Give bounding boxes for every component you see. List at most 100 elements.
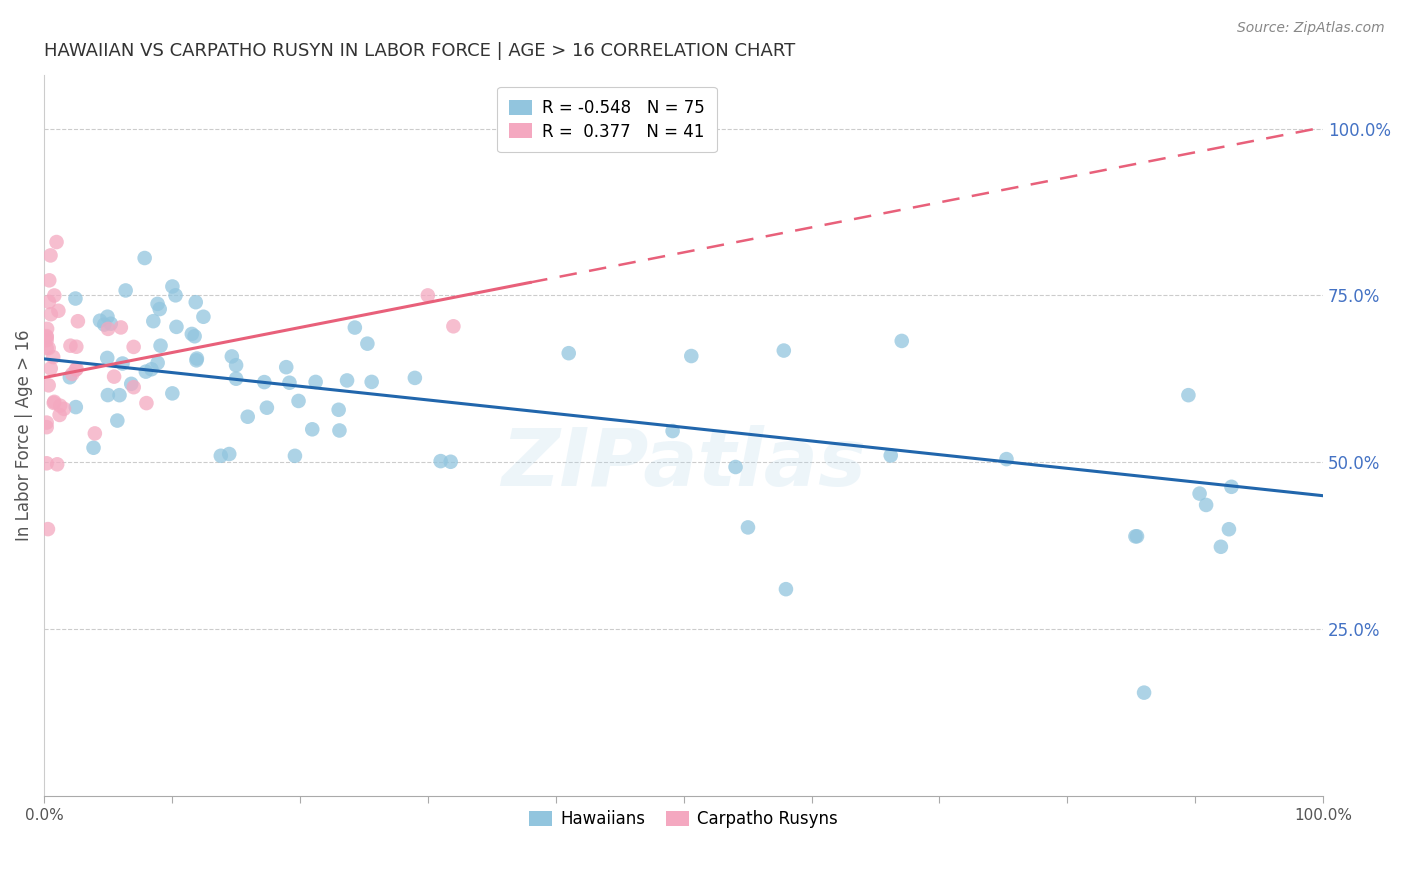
Point: [737, 520, 759, 534]
Point: [149, 301, 172, 316]
Point: [65, 292, 87, 306]
Point: [165, 288, 187, 302]
Point: [39, 361, 62, 376]
Point: [97, 322, 120, 336]
Point: [186, 353, 208, 368]
Point: [225, 372, 247, 386]
Point: [93, 318, 115, 332]
Point: [48, 408, 70, 422]
Point: [336, 374, 359, 388]
Point: [441, 319, 464, 334]
Point: [356, 336, 378, 351]
Point: [49, 399, 72, 413]
Point: [35, 420, 58, 434]
Point: [141, 362, 163, 376]
Point: [37, 522, 59, 536]
Point: [111, 357, 134, 371]
Point: [59, 370, 82, 384]
Point: [166, 319, 188, 334]
Point: [440, 455, 463, 469]
Point: [114, 284, 136, 298]
Point: [59, 339, 82, 353]
Point: [1209, 540, 1232, 554]
Point: [890, 334, 912, 348]
Point: [65, 362, 87, 376]
Point: [105, 413, 128, 427]
Point: [218, 447, 240, 461]
Point: [429, 454, 451, 468]
Point: [65, 400, 87, 414]
Point: [42, 350, 65, 364]
Point: [96, 351, 118, 365]
Point: [135, 396, 157, 410]
Point: [284, 449, 307, 463]
Point: [35, 341, 58, 355]
Point: [83, 426, 105, 441]
Point: [1125, 529, 1147, 543]
Text: HAWAIIAN VS CARPATHO RUSYN IN LABOR FORCE | AGE > 16 CORRELATION CHART: HAWAIIAN VS CARPATHO RUSYN IN LABOR FORC…: [44, 42, 796, 60]
Point: [65, 340, 87, 354]
Point: [38, 378, 60, 392]
Point: [775, 582, 797, 597]
Point: [100, 317, 122, 331]
Point: [301, 422, 323, 436]
Point: [253, 375, 276, 389]
Point: [184, 295, 207, 310]
Point: [65, 362, 87, 376]
Point: [1195, 498, 1218, 512]
Point: [304, 375, 326, 389]
Point: [122, 340, 145, 354]
Point: [209, 449, 232, 463]
Point: [724, 460, 747, 475]
Point: [1188, 486, 1211, 500]
Point: [193, 310, 215, 324]
Point: [35, 334, 58, 348]
Point: [39, 248, 62, 262]
Point: [149, 339, 172, 353]
Point: [343, 320, 366, 334]
Point: [45, 235, 67, 249]
Point: [328, 402, 350, 417]
Point: [89, 314, 111, 328]
Point: [1218, 522, 1240, 536]
Point: [83, 441, 105, 455]
Point: [416, 288, 439, 302]
Y-axis label: In Labor Force | Age > 16: In Labor Force | Age > 16: [15, 330, 32, 541]
Point: [35, 330, 58, 344]
Point: [97, 388, 120, 402]
Point: [35, 456, 58, 470]
Point: [38, 341, 60, 355]
Point: [661, 424, 683, 438]
Point: [96, 310, 118, 324]
Point: [256, 401, 278, 415]
Point: [39, 307, 62, 321]
Point: [120, 376, 142, 391]
Point: [681, 349, 703, 363]
Point: [162, 279, 184, 293]
Point: [135, 365, 157, 379]
Text: ZIPatlas: ZIPatlas: [501, 425, 866, 503]
Point: [186, 351, 208, 366]
Point: [42, 396, 65, 410]
Point: [35, 329, 58, 343]
Point: [360, 375, 382, 389]
Point: [108, 388, 131, 402]
Point: [103, 369, 125, 384]
Point: [278, 376, 301, 390]
Point: [180, 326, 202, 341]
Point: [162, 386, 184, 401]
Point: [52, 401, 75, 416]
Point: [558, 346, 581, 360]
Point: [46, 458, 69, 472]
Point: [134, 251, 156, 265]
Point: [1177, 388, 1199, 402]
Point: [35, 322, 58, 336]
Text: Source: ZipAtlas.com: Source: ZipAtlas.com: [1237, 21, 1385, 35]
Point: [236, 409, 259, 424]
Point: [35, 416, 58, 430]
Point: [38, 294, 60, 309]
Point: [772, 343, 794, 358]
Point: [225, 358, 247, 372]
Point: [146, 297, 169, 311]
Point: [287, 394, 309, 409]
